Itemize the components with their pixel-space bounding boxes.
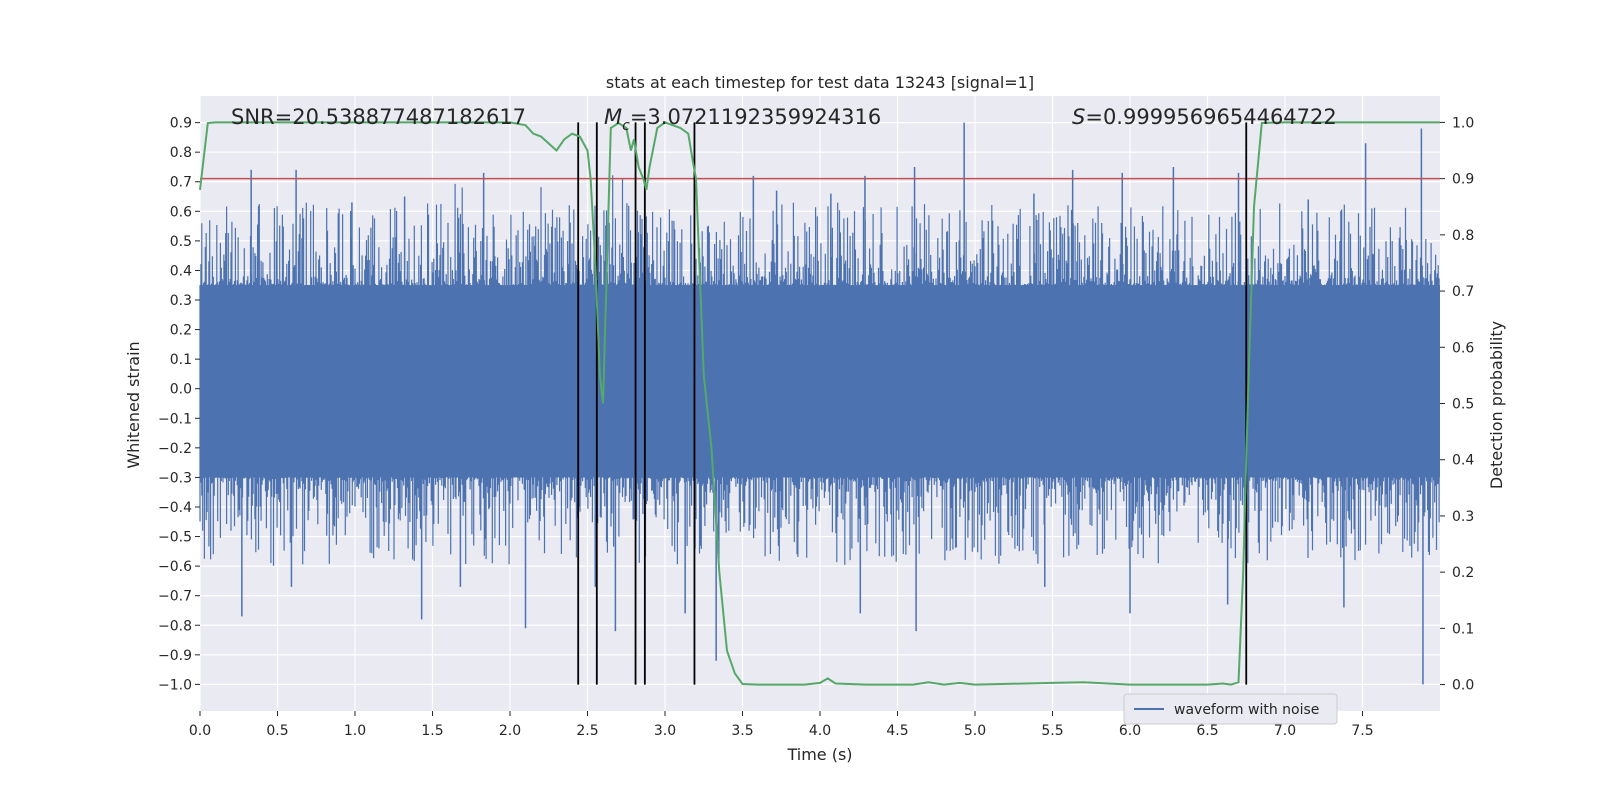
- legend-label-waveform: waveform with noise: [1174, 702, 1319, 718]
- chart-title: stats at each timestep for test data 132…: [606, 73, 1034, 92]
- y-tick-label-11: 0.1: [170, 352, 192, 368]
- x-tick-label-15: 7.5: [1351, 723, 1373, 739]
- y-tick-label-3: −0.7: [158, 589, 192, 605]
- y-tick-label-10: 0.0: [170, 382, 192, 398]
- chirp-mass-symbol: M: [604, 105, 622, 129]
- waveform-dense-band: [200, 285, 1440, 478]
- y-tick-label-0: −1.0: [158, 677, 192, 693]
- y-tick-label-9: −0.1: [158, 411, 192, 427]
- x-tick-label-2: 1.0: [344, 723, 366, 739]
- legend: waveform with noise: [1123, 693, 1338, 725]
- y2-tick-label-1: 0.1: [1452, 621, 1474, 637]
- y-tick-label-7: −0.3: [158, 470, 192, 486]
- x-tick-label-12: 6.0: [1119, 723, 1141, 739]
- y-tick-label-4: −0.6: [158, 559, 192, 575]
- y2-tick-label-0: 0.0: [1452, 678, 1474, 694]
- detection-probability-line: [199, 121, 1440, 686]
- y2-tick-label-10: 1.0: [1452, 115, 1474, 131]
- x-tick-label-9: 4.5: [886, 723, 908, 739]
- y2-tick-label-7: 0.7: [1452, 284, 1474, 300]
- chirp-mass-annotation: Mc=3.0721192359924316: [604, 105, 881, 134]
- x-axis-ticks: 0.0 0.5 1.0 1.5 2.0 2.5 3.0 3.5 4.0 4.5 5.0 5.5 6.0 6…: [189, 711, 1374, 739]
- x-tick-label-5: 2.5: [576, 723, 598, 739]
- event-markers: [577, 122, 1248, 685]
- score-value: =0.9999569654464722: [1085, 105, 1336, 129]
- x-tick-label-11: 5.5: [1041, 723, 1063, 739]
- x-tick-label-6: 3.0: [654, 723, 676, 739]
- score-annotation: S=0.9999569654464722: [1072, 105, 1337, 129]
- y-tick-label-18: 0.8: [170, 145, 192, 161]
- chirp-mass-subscript: c: [622, 118, 630, 134]
- y-tick-label-17: 0.7: [170, 175, 192, 191]
- y-tick-label-12: 0.2: [170, 323, 192, 339]
- x-tick-label-4: 2.0: [499, 723, 521, 739]
- x-tick-label-10: 5.0: [964, 723, 986, 739]
- x-tick-label-3: 1.5: [421, 723, 443, 739]
- y2-tick-label-5: 0.5: [1452, 397, 1474, 413]
- x-tick-label-1: 0.5: [266, 723, 288, 739]
- y2-axis-label: Detection probability: [1487, 321, 1506, 489]
- y-tick-label-16: 0.6: [170, 204, 192, 220]
- y2-tick-label-4: 0.4: [1452, 453, 1474, 469]
- x-tick-label-13: 6.5: [1196, 723, 1218, 739]
- y-axis-ticks: −1.0 −0.9 −0.8 −0.7 −0.6 −0.5 −0.4 −0.3 −0.2 −0.1…: [158, 116, 200, 693]
- y2-tick-label-3: 0.3: [1452, 509, 1474, 525]
- x-tick-label-7: 3.5: [731, 723, 753, 739]
- y-tick-label-8: −0.2: [158, 441, 192, 457]
- y2-tick-label-2: 0.2: [1452, 565, 1474, 581]
- y-tick-label-2: −0.8: [158, 618, 192, 634]
- y-axis-label: Whitened strain: [124, 341, 143, 468]
- y2-tick-label-8: 0.8: [1452, 228, 1474, 244]
- y-tick-label-1: −0.9: [158, 648, 192, 664]
- y-tick-label-15: 0.5: [170, 234, 192, 250]
- y-tick-label-19: 0.9: [170, 116, 192, 132]
- x-axis-label: Time (s): [786, 745, 852, 764]
- y2-tick-label-6: 0.6: [1452, 340, 1474, 356]
- y-tick-label-14: 0.4: [170, 263, 192, 279]
- y-tick-label-6: −0.4: [158, 500, 192, 516]
- x-tick-label-8: 4.0: [809, 723, 831, 739]
- x-tick-label-0: 0.0: [189, 723, 211, 739]
- y-tick-label-13: 0.3: [170, 293, 192, 309]
- y-tick-label-5: −0.5: [158, 530, 192, 546]
- y2-axis-ticks: 0.0 0.1 0.2 0.3 0.4 0.5 0.6 0.7 0.8 0.9 1.0: [1440, 115, 1474, 694]
- x-tick-label-14: 7.0: [1274, 723, 1296, 739]
- chirp-mass-value: =3.0721192359924316: [630, 105, 881, 129]
- legend-box: [1123, 693, 1338, 725]
- score-symbol: S: [1072, 105, 1085, 129]
- waveform-series: [199, 122, 1440, 685]
- snr-annotation: SNR=20.538877487182617: [231, 105, 526, 129]
- y2-tick-label-9: 0.9: [1452, 172, 1474, 188]
